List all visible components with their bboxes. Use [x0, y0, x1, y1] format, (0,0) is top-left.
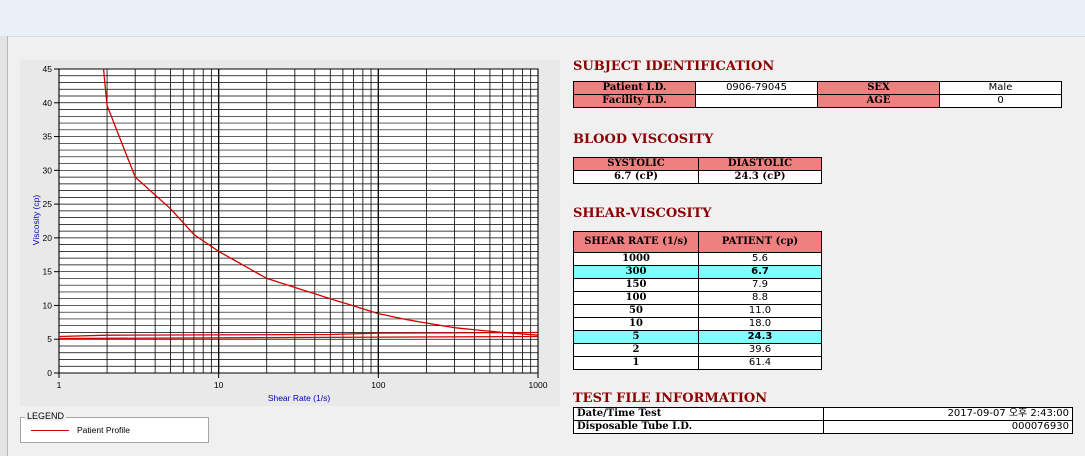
- shear-row: 2 39.6: [573, 343, 822, 357]
- y-axis-label: Viscosity (cp): [31, 195, 41, 246]
- x-axis-label: Shear Rate (1/s): [268, 393, 331, 403]
- patient-id-label: Patient I.D.: [573, 81, 696, 95]
- window-top-bar: [0, 0, 1085, 37]
- test-file-info-table: Date/Time Test 2017-09-07 오후 2:43:00 Dis…: [573, 407, 1073, 434]
- shear-viscosity-table: SHEAR RATE (1/s) PATIENT (cp) 1000 5.6 300…: [573, 231, 822, 370]
- blood-viscosity-table: SYSTOLIC DIASTOLIC 6.7 (cP) 24.3 (cP): [573, 157, 822, 184]
- y-tick-label: 0: [47, 368, 52, 378]
- shear-rate-cell: 50: [573, 304, 699, 318]
- y-tick-label: 40: [43, 98, 53, 108]
- diastolic-value: 24.3 (cP): [698, 170, 822, 184]
- sex-value: Male: [939, 81, 1062, 95]
- legend-box: LEGEND Patient Profile: [20, 411, 209, 443]
- shear-row: 50 11.0: [573, 304, 822, 318]
- test-file-info-title: TEST FILE INFORMATION: [573, 391, 768, 406]
- facility-id-label: Facility I.D.: [573, 94, 696, 108]
- x-axis-ticks: 1 10 100 1000: [57, 373, 548, 390]
- blood-viscosity-title: BLOOD VISCOSITY: [573, 132, 714, 147]
- patient-cp-cell: 18.0: [698, 317, 822, 331]
- y-tick-label: 45: [43, 64, 53, 74]
- shear-row: 10 18.0: [573, 317, 822, 331]
- shear-viscosity-title: SHEAR-VISCOSITY: [573, 206, 712, 221]
- window-left-edge: [0, 36, 8, 456]
- systolic-label: SYSTOLIC: [573, 157, 699, 171]
- legend-line-swatch: [31, 430, 69, 431]
- patient-cp-cell: 8.8: [698, 291, 822, 305]
- shear-rate-cell: 10: [573, 317, 699, 331]
- shear-rate-cell: 150: [573, 278, 699, 292]
- age-label: AGE: [817, 94, 940, 108]
- x-tick-label: 10: [214, 380, 224, 390]
- legend-title: LEGEND: [25, 411, 67, 421]
- y-tick-label: 5: [47, 334, 52, 344]
- y-axis-ticks: 0 5 10 15 20 25 30 35 40 45: [43, 64, 59, 378]
- shear-rate-cell: 5: [573, 330, 699, 344]
- facility-id-value: [695, 94, 818, 108]
- shear-rate-cell: 2: [573, 343, 699, 357]
- patient-id-value: 0906-79045: [695, 81, 818, 95]
- y-tick-label: 30: [43, 165, 53, 175]
- plot-area: [58, 68, 539, 374]
- age-value: 0: [939, 94, 1062, 108]
- shear-rate-cell: 300: [573, 265, 699, 279]
- y-tick-label: 35: [43, 132, 53, 142]
- patient-cp-cell: 5.6: [698, 252, 822, 266]
- x-tick-label: 1000: [529, 380, 548, 390]
- y-tick-label: 15: [43, 267, 53, 277]
- shear-row: 1 61.4: [573, 356, 822, 370]
- y-tick-label: 10: [43, 300, 53, 310]
- datetime-label: Date/Time Test: [573, 407, 824, 421]
- patient-cp-cell: 39.6: [698, 343, 822, 357]
- shear-rate-cell: 100: [573, 291, 699, 305]
- shear-row: 5 24.3: [573, 330, 822, 344]
- patient-cp-cell: 61.4: [698, 356, 822, 370]
- tube-id-value: 000076930: [823, 420, 1073, 434]
- shear-row: 1000 5.6: [573, 252, 822, 266]
- patient-cp-header: PATIENT (cp): [698, 231, 822, 253]
- shear-rate-cell: 1000: [573, 252, 699, 266]
- viscosity-chart: 0 5 10 15 20 25 30 35 40 45 1 10 100 1000 Shear Rate…: [31, 64, 548, 403]
- shear-row: 100 8.8: [573, 291, 822, 305]
- chart-series: [58, 68, 539, 340]
- x-tick-label: 1: [57, 380, 62, 390]
- y-tick-label: 20: [43, 233, 53, 243]
- patient-cp-cell: 24.3: [698, 330, 822, 344]
- patient-cp-cell: 11.0: [698, 304, 822, 318]
- x-tick-label: 100: [371, 380, 385, 390]
- sex-label: SEX: [817, 81, 940, 95]
- subject-table: Patient I.D. 0906-79045 SEX Male Facilit…: [573, 81, 1062, 108]
- shear-rate-header: SHEAR RATE (1/s): [573, 231, 699, 253]
- patient-cp-cell: 6.7: [698, 265, 822, 279]
- subject-title: SUBJECT IDENTIFICATION: [573, 59, 775, 74]
- shear-row: 150 7.9: [573, 278, 822, 292]
- patient-cp-cell: 7.9: [698, 278, 822, 292]
- shear-row: 300 6.7: [573, 265, 822, 279]
- shear-rate-cell: 1: [573, 356, 699, 370]
- chart-panel: 0 5 10 15 20 25 30 35 40 45 1 10 100 1000 Shear Rate…: [20, 60, 560, 406]
- diastolic-label: DIASTOLIC: [698, 157, 822, 171]
- tube-id-label: Disposable Tube I.D.: [573, 420, 824, 434]
- chart-grid: [58, 68, 539, 374]
- datetime-value: 2017-09-07 오후 2:43:00: [823, 407, 1073, 421]
- series-line: [58, 335, 539, 340]
- series-line: [58, 331, 539, 338]
- series-line: [102, 68, 539, 336]
- y-tick-label: 25: [43, 199, 53, 209]
- systolic-value: 6.7 (cP): [573, 170, 699, 184]
- legend-entry: Patient Profile: [77, 425, 130, 435]
